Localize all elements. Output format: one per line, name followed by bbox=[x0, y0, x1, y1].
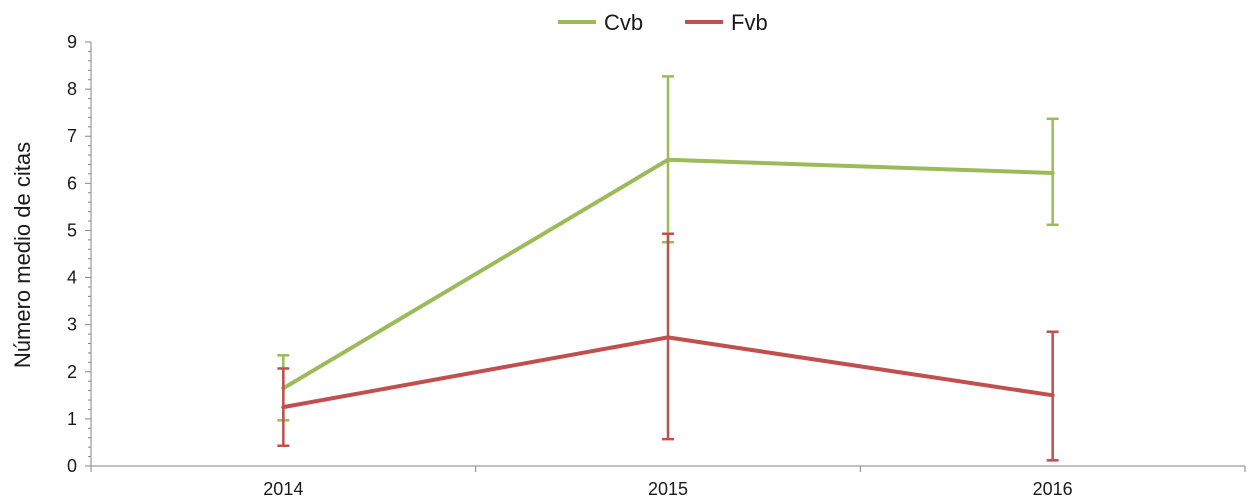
y-tick-label: 4 bbox=[67, 268, 77, 288]
legend-label: Fvb bbox=[731, 10, 768, 35]
y-tick-label: 5 bbox=[67, 220, 77, 240]
y-axis-title: Número medio de citas bbox=[10, 142, 35, 368]
x-tick-label: 2015 bbox=[648, 479, 688, 499]
series-fvb bbox=[277, 232, 1059, 462]
series-line bbox=[281, 157, 1055, 391]
y-tick-label: 9 bbox=[67, 32, 77, 52]
x-tick-label: 2016 bbox=[1033, 479, 1073, 499]
series-layer bbox=[277, 75, 1059, 462]
legend-item: Fvb bbox=[685, 10, 768, 35]
y-tick-label: 7 bbox=[67, 126, 77, 146]
axes: 0 1 2 3 4 5 6 7 8 9 2014 2015 2016 bbox=[67, 32, 1246, 499]
y-tick-label: 6 bbox=[67, 173, 77, 193]
series-line bbox=[281, 335, 1055, 410]
y-tick-label: 2 bbox=[67, 362, 77, 382]
y-tick-label: 1 bbox=[67, 409, 77, 429]
legend-label: Cvb bbox=[604, 10, 643, 35]
y-tick-label: 0 bbox=[67, 456, 77, 476]
x-tick-label: 2014 bbox=[263, 479, 303, 499]
legend-item: Cvb bbox=[558, 10, 643, 35]
y-tick-label: 8 bbox=[67, 79, 77, 99]
y-tick-label: 3 bbox=[67, 315, 77, 335]
legend: Cvb Fvb bbox=[558, 10, 768, 35]
